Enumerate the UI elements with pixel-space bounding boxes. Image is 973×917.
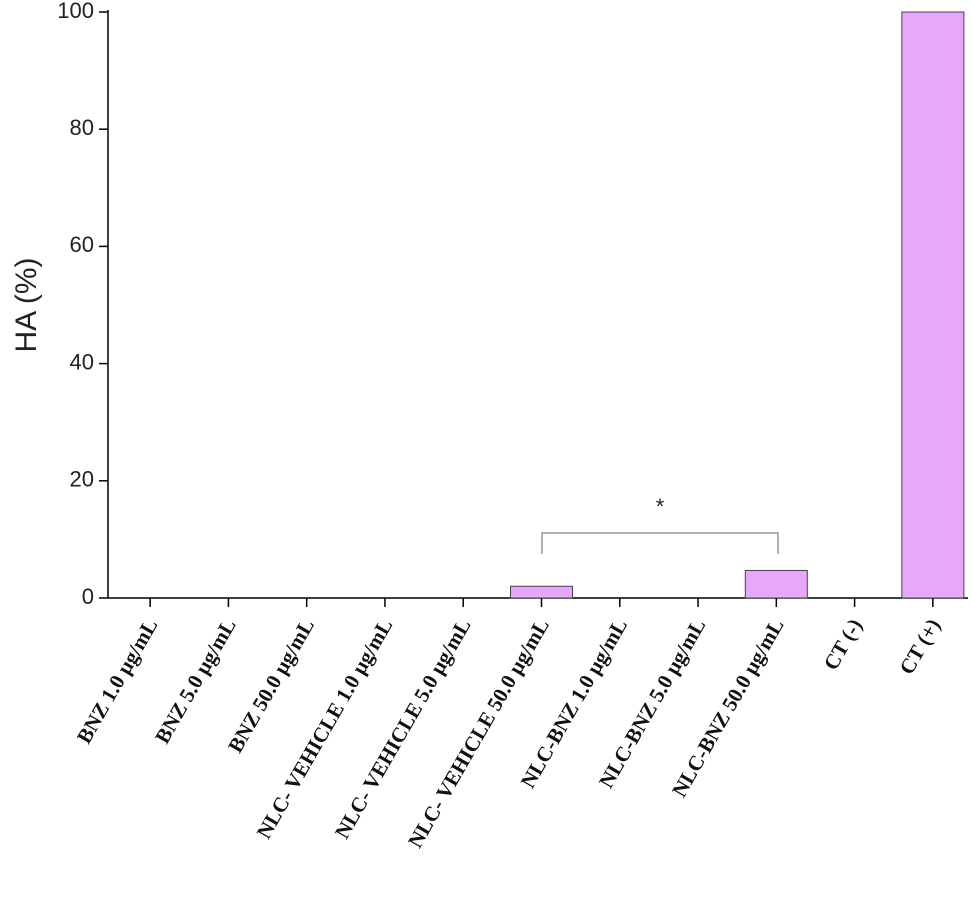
y-tick-label: 0 xyxy=(82,584,94,609)
x-tick-label: CT (+) xyxy=(894,614,945,678)
y-tick-label: 20 xyxy=(70,467,94,492)
significance-marker: * xyxy=(656,494,665,519)
y-tick-label: 40 xyxy=(70,349,94,374)
y-axis-label: HA (%) xyxy=(10,257,43,352)
x-tick-label: CT (-) xyxy=(819,615,867,675)
x-tick-label: BNZ 1.0 µg/mL xyxy=(72,615,163,748)
x-tick-label: NLC- VEHICLE 5.0 µg/mL xyxy=(330,615,476,843)
y-tick-label: 60 xyxy=(70,232,94,257)
x-tick-label: NLC- VEHICLE 1.0 µg/mL xyxy=(252,615,398,843)
bar xyxy=(744,569,808,599)
bar xyxy=(901,11,965,599)
x-tick-label: BNZ 5.0 µg/mL xyxy=(150,615,241,748)
x-tick-label: BNZ 50.0 µg/mL xyxy=(223,615,319,757)
significance-bracket xyxy=(541,532,779,554)
y-tick-label: 100 xyxy=(57,0,94,23)
y-tick-label: 80 xyxy=(70,115,94,140)
bar xyxy=(510,585,573,599)
x-tick-label: NLC- VEHICLE 50.0 µg/mL xyxy=(403,615,554,852)
